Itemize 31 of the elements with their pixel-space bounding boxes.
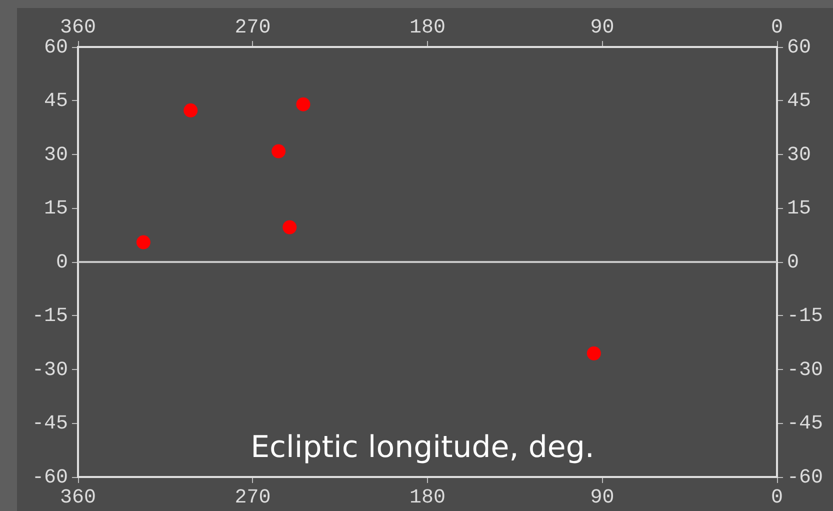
x-tick-label: 90 bbox=[590, 16, 614, 40]
y-tick-label: -45 bbox=[32, 412, 68, 436]
x-tick-label: 0 bbox=[770, 16, 784, 40]
point bbox=[272, 144, 286, 158]
y-tick-label: 15 bbox=[44, 198, 68, 221]
x2-tick-label: 90 bbox=[590, 486, 614, 510]
x2-tick-label: 270 bbox=[234, 486, 271, 510]
y-tick-label: -15 bbox=[32, 305, 68, 328]
point bbox=[586, 346, 601, 360]
x-tick-label: 270 bbox=[234, 16, 271, 40]
point bbox=[282, 220, 297, 234]
y2-tick-label: 30 bbox=[787, 144, 812, 167]
y2-tick-label: -60 bbox=[787, 466, 824, 490]
point bbox=[296, 97, 310, 112]
y2-tick-label: 0 bbox=[787, 251, 800, 274]
point bbox=[136, 235, 150, 250]
x2-tick-label: 180 bbox=[409, 486, 446, 510]
y2-tick-label: 15 bbox=[787, 198, 812, 221]
x2-tick-label: 0 bbox=[770, 486, 784, 510]
y-tick-label: -30 bbox=[32, 358, 68, 382]
x-axis-title: Ecliptic longitude, deg. bbox=[250, 430, 594, 465]
y2-tick-label: 60 bbox=[787, 36, 812, 60]
y-tick-label: 30 bbox=[44, 144, 68, 167]
y2-tick-label: -30 bbox=[787, 358, 824, 382]
y-tick-label: 45 bbox=[44, 90, 68, 114]
x-tick-label: 180 bbox=[409, 16, 446, 40]
y-tick-label: 0 bbox=[56, 251, 68, 274]
point bbox=[184, 103, 198, 118]
y2-tick-label: -45 bbox=[787, 412, 824, 436]
y2-tick-label: -15 bbox=[787, 305, 824, 328]
y2-tick-label: 45 bbox=[787, 90, 812, 114]
